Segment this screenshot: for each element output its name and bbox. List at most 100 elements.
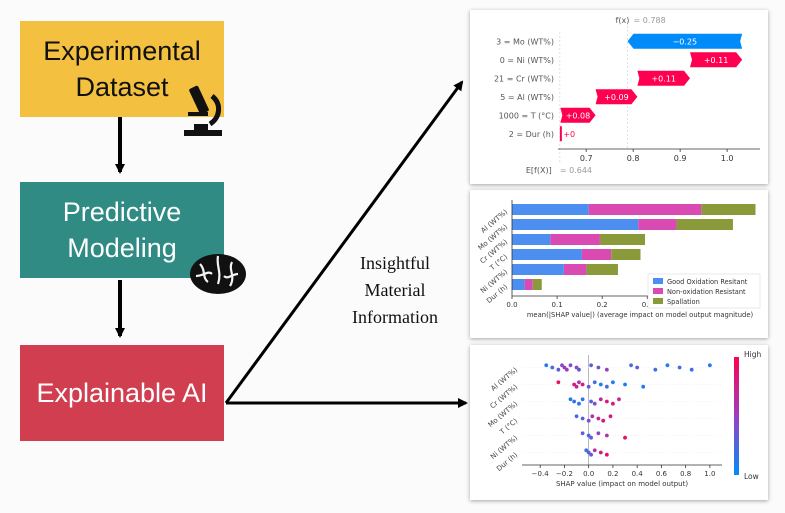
beeswarm-point [707, 363, 712, 368]
beeswarm-tick-label: 1.0 [704, 470, 715, 478]
insight-line1: Insightful [360, 253, 430, 273]
waterfall-feature-label: 5 = Al (WT%) [500, 93, 554, 102]
beeswarm-point [604, 384, 609, 389]
beeswarm-point [604, 452, 609, 457]
beeswarm-point [586, 384, 591, 389]
arrow-xai-to-waterfall [224, 80, 464, 404]
beeswarm-point [564, 367, 569, 372]
bar-legend-swatch [653, 298, 663, 304]
beeswarm-point [556, 380, 561, 385]
bar-segment [599, 234, 646, 245]
beeswarm-point [560, 363, 564, 368]
bar-segment [701, 204, 756, 215]
ex-value: = 0.644 [560, 166, 592, 175]
waterfall-tick-label: 1.0 [721, 154, 734, 163]
beeswarm-point [604, 399, 609, 404]
beeswarm-point [590, 414, 595, 419]
beeswarm-point [665, 363, 670, 368]
beeswarm-point [586, 433, 591, 438]
beeswarm-point [589, 363, 593, 368]
beeswarm-point [544, 363, 549, 368]
bar-legend-swatch [653, 288, 663, 294]
beeswarm-point [568, 363, 573, 368]
bar-legend-box [647, 273, 761, 309]
beeswarm-point [572, 382, 577, 387]
waterfall-feature-label: 2 = Dur (h) [509, 130, 554, 139]
beeswarm-point [574, 365, 579, 370]
beeswarm-point [596, 365, 601, 370]
insight-line2: Material [364, 280, 426, 300]
waterfall-value-label: +0 [563, 130, 575, 139]
bar-tick-label: 0.1 [552, 301, 563, 309]
bar-segment [532, 279, 542, 290]
stacked-bar-chart: Al (WT%)Mo (WT%)Cr (WT%)T (°C)Ni (WT%)Du… [477, 200, 761, 319]
beeswarm-point [617, 397, 621, 402]
beeswarm-point [568, 397, 573, 402]
beeswarm-point [596, 416, 601, 421]
fx-value: = 0.788 [634, 16, 666, 25]
waterfall-value-label: −0.25 [673, 37, 698, 46]
beeswarm-panel: Al (WT%) Cr (WT%) Mo (WT%) T (°C) Ni (WT%) Du… [470, 345, 768, 500]
waterfall-bar [637, 70, 691, 86]
insight-label: Insightful Material Information [340, 250, 450, 331]
experimental-dataset-box: Experimental Dataset [20, 21, 224, 117]
dataset-line2: Dataset [75, 72, 169, 102]
predictive-modeling-box: Predictive Modeling [20, 182, 224, 278]
waterfall-bar [560, 107, 596, 123]
beeswarm-point [574, 414, 579, 419]
bar-legend-label: Non-oxidation Resistant [667, 288, 746, 296]
beeswarm-point [589, 452, 593, 457]
bar-segment [676, 219, 733, 230]
beeswarm-point [584, 448, 589, 453]
beeswarm-point [596, 431, 601, 436]
beeswarm-point [577, 380, 581, 385]
beeswarm-point [598, 382, 603, 387]
waterfall-chart: f(x) = 0.788 3 = Mo (WT%) −0.25 0 = Ni (WT%)… [494, 16, 760, 175]
insight-line3: Information [352, 307, 438, 327]
beeswarm-point [592, 448, 597, 453]
waterfall-feature-label: 1000 = T (°C) [499, 111, 554, 120]
waterfall-tick-label: 0.9 [674, 154, 687, 163]
beeswarm-point [604, 433, 609, 438]
beeswarm-point [629, 363, 633, 368]
beeswarm-point [601, 418, 606, 423]
beeswarm-tick-label: −0.2 [556, 470, 573, 478]
beeswarm-point [653, 367, 658, 372]
bar-segment [581, 249, 612, 260]
beeswarm-point [580, 416, 585, 421]
bar-segment [512, 264, 564, 275]
waterfall-bar [690, 52, 743, 68]
waterfall-feature-label: 3 = Mo (WT%) [496, 37, 554, 46]
dataset-line1: Experimental [43, 36, 201, 66]
beeswarm-point [623, 382, 627, 387]
beeswarm-tick-label: −0.4 [532, 470, 550, 478]
bar-segment [512, 279, 525, 290]
bar-segment [588, 204, 702, 215]
beeswarm-point [592, 401, 597, 406]
beeswarm-chart: Al (WT%)Cr (WT%)Mo (WT%)T (°C)Ni (WT%)Du… [487, 350, 762, 488]
beeswarm-point [589, 399, 593, 404]
beeswarm-tick-label: 0.4 [632, 470, 644, 478]
bar-segment [512, 219, 639, 230]
bar-segment [638, 219, 677, 230]
modeling-line1: Predictive [62, 197, 182, 227]
beeswarm-point [580, 397, 585, 402]
waterfall-feature-label: 0 = Ni (WT%) [500, 56, 554, 65]
beeswarm-point [611, 380, 615, 385]
beeswarm-point [574, 384, 579, 389]
beeswarm-point [598, 450, 603, 455]
beeswarm-point [577, 367, 581, 372]
waterfall-tick-label: 0.7 [580, 154, 593, 163]
bar-tick-label: 0.3 [642, 301, 653, 309]
colorbar [734, 357, 739, 475]
waterfall-bar [559, 126, 562, 142]
waterfall-panel: f(x) = 0.788 3 = Mo (WT%) −0.25 0 = Ni (WT%)… [470, 10, 768, 184]
bar-segment [512, 249, 582, 260]
xai-label: Explainable AI [36, 378, 208, 408]
beeswarm-tick-label: 0.0 [583, 470, 594, 478]
beeswarm-point [641, 384, 646, 389]
beeswarm-point [580, 382, 585, 387]
beeswarm-point [604, 367, 609, 372]
beeswarm-point [562, 365, 567, 370]
